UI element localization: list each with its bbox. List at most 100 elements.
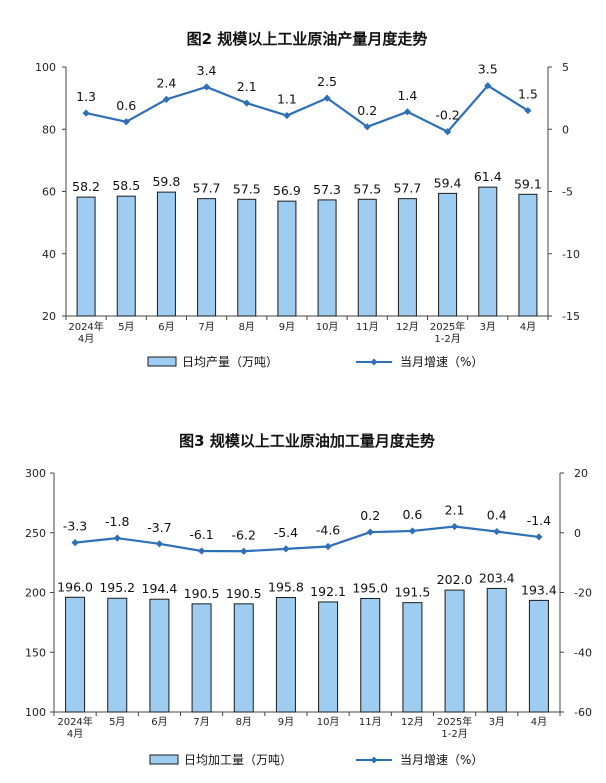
bar — [275, 597, 296, 713]
x-tick-label: 9月 — [278, 716, 294, 728]
chart-title: 图3 规模以上工业原油加工量月度走势 — [179, 432, 435, 450]
chart-2: 图2 规模以上工业原油产量月度走势 20 40 60 80 100 -15 -10 -5 0 5 20… — [35, 30, 580, 369]
right-tick-label: 0 — [562, 123, 569, 136]
line-value-label: -6.1 — [189, 527, 213, 542]
line-value-label: -1.8 — [105, 514, 129, 529]
x-tick-label: 7月 — [198, 321, 214, 333]
line-point — [82, 109, 90, 117]
bar-value-label: 194.4 — [142, 581, 178, 596]
line-value-label: 1.5 — [518, 87, 538, 102]
bar — [438, 192, 458, 317]
bar-value-label: 202.0 — [437, 572, 473, 587]
bar — [357, 198, 377, 317]
x-tick-label: 4月 — [531, 716, 547, 728]
bar-value-label: 59.8 — [152, 174, 180, 189]
bar-value-label: 193.4 — [521, 582, 557, 597]
bar-value-label: 192.1 — [310, 584, 346, 599]
line-value-label: 2.4 — [156, 75, 176, 90]
bar-value-label: 57.5 — [233, 181, 261, 196]
left-tick-label: 100 — [35, 61, 56, 74]
bar — [518, 193, 538, 317]
line-value-label: 2.1 — [237, 79, 257, 94]
line-value-label: 0.4 — [487, 508, 507, 523]
bar — [149, 598, 170, 713]
line-point — [363, 123, 371, 131]
line-point — [122, 118, 130, 126]
x-tick-label: 9月 — [279, 321, 295, 333]
x-tick-label: 6月 — [158, 321, 174, 333]
line-point — [524, 106, 532, 115]
legend-line-marker — [370, 756, 378, 764]
right-tick-label: -20 — [574, 587, 592, 600]
x-tick-label: 5月 — [118, 321, 134, 333]
line-value-label: -4.6 — [316, 522, 340, 537]
bar-value-label: 190.5 — [226, 586, 262, 601]
line-value-label: 1.4 — [397, 88, 417, 103]
line-value-label: -6.2 — [232, 527, 256, 542]
legend: 日均产量（万吨） 当月增速（%） — [147, 355, 483, 369]
bar — [317, 199, 337, 317]
bar-value-label: 190.5 — [184, 586, 220, 601]
line-value-label: 0.6 — [116, 98, 136, 113]
line-point — [113, 534, 121, 542]
bar-value-label: 191.5 — [395, 585, 431, 600]
line-value-label: 3.4 — [197, 63, 217, 78]
right-tick-label: 0 — [574, 527, 581, 540]
line-point — [493, 527, 501, 536]
line-value-label: -3.3 — [63, 519, 87, 534]
x-tick-label: 4月 — [520, 321, 536, 333]
x-tick-label: 2025年 1-2月 — [437, 715, 472, 740]
bar — [191, 603, 212, 713]
legend-bar-swatch — [147, 356, 177, 367]
line-point — [240, 547, 248, 555]
bar — [156, 191, 176, 317]
legend-line-label: 当月增速（%） — [400, 355, 483, 369]
x-tick-label: 2025年 1-2月 — [430, 320, 465, 345]
bar — [402, 602, 423, 713]
growth-line — [85, 84, 529, 134]
x-tick-label: 11月 — [356, 321, 379, 333]
bar — [478, 186, 498, 317]
bar-value-label: 195.8 — [268, 580, 304, 595]
bar — [360, 597, 381, 713]
line-point — [283, 111, 291, 120]
x-tick-label: 2024年 4月 — [68, 320, 103, 345]
line-value-label: 1.3 — [76, 89, 96, 104]
line-point — [243, 99, 251, 107]
bar-value-label: 203.4 — [479, 570, 515, 585]
x-tick-label: 8月 — [236, 716, 252, 728]
left-tick-label: 150 — [25, 646, 46, 659]
line-value-label: 0.6 — [402, 507, 422, 522]
left-tick-label: 60 — [42, 186, 56, 199]
bar — [277, 200, 297, 317]
line-point — [535, 533, 543, 541]
left-tick-label: 250 — [25, 527, 46, 540]
bar-value-label: 58.2 — [72, 179, 100, 194]
line-point — [323, 94, 331, 102]
left-tick-label: 200 — [25, 587, 46, 600]
x-tick-label: 3月 — [480, 321, 496, 333]
line-point — [71, 539, 79, 547]
line-point — [324, 542, 332, 551]
line-point — [443, 128, 452, 136]
left-tick-label: 300 — [25, 467, 46, 480]
bar — [397, 198, 417, 317]
x-tick-label: 2024年 4月 — [57, 715, 92, 740]
line-point — [162, 95, 171, 103]
x-tick-label: 5月 — [109, 716, 125, 728]
bar-value-label: 195.2 — [99, 580, 135, 595]
bar — [486, 587, 507, 713]
bar-value-label: 61.4 — [474, 169, 502, 184]
bar-value-label: 57.3 — [313, 182, 341, 197]
bar-value-label: 57.7 — [193, 181, 221, 196]
left-tick-label: 20 — [42, 310, 56, 323]
bar — [65, 596, 86, 713]
right-tick-label: -10 — [562, 248, 580, 261]
chart-title: 图2 规模以上工业原油产量月度走势 — [187, 30, 428, 48]
line-point — [403, 108, 412, 116]
left-tick-label: 40 — [42, 248, 56, 261]
line-value-label: 2.5 — [317, 74, 337, 89]
bar-value-label: 195.0 — [352, 580, 388, 595]
line-value-label: 3.5 — [478, 62, 498, 77]
